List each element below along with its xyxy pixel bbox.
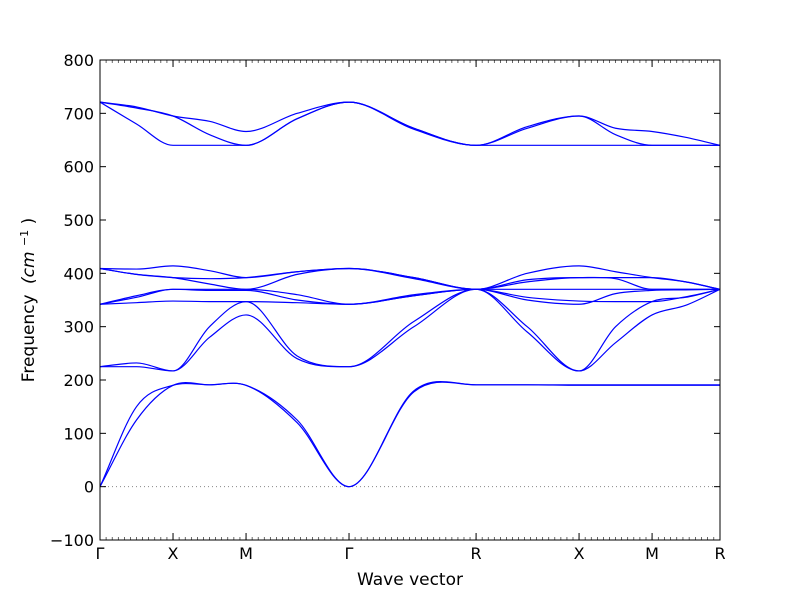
band-line-4 [99, 288, 721, 372]
x-tick-label: R [471, 544, 482, 563]
y-tick-label: −100 [50, 531, 94, 550]
plot-frame [99, 59, 721, 541]
tick-label-layer: −100 0 100 200 300 400 500 600 700 800 Γ X M Γ R X M R [50, 51, 726, 563]
band-line-8 [99, 267, 720, 290]
band-line-13 [99, 101, 721, 146]
x-tick-label: Γ [96, 544, 105, 563]
y-axis-label-unit-close: ) [19, 218, 39, 225]
x-tick-label: M [239, 544, 253, 563]
x-tick-label: R [714, 544, 725, 563]
y-tick-label: 800 [63, 51, 94, 70]
x-tick-label: M [645, 544, 659, 563]
y-tick-label: 0 [84, 478, 94, 497]
band-line-7 [99, 288, 720, 305]
y-tick-label: 100 [63, 424, 94, 443]
y-tick-label: 500 [63, 211, 94, 230]
y-tick-label: 300 [63, 318, 94, 337]
y-tick-label: 400 [63, 264, 94, 283]
band-line-2 [99, 380, 720, 488]
x-tick-label: Γ [345, 544, 354, 563]
y-axis-label: Frequency (cm −1 ) [13, 218, 39, 382]
y-axis-label-text: Frequency [19, 294, 39, 382]
series-layer [99, 101, 721, 488]
band-line-11 [99, 101, 720, 146]
band-line-1 [99, 381, 720, 488]
y-tick-label: 600 [63, 158, 94, 177]
y-tick-label: 700 [63, 104, 94, 123]
x-axis-label: Wave vector [357, 570, 463, 590]
x-tick-label: X [574, 544, 585, 563]
band-line-12 [99, 101, 720, 146]
tick-layer [99, 59, 721, 541]
x-tick-label: X [168, 544, 179, 563]
y-axis-label-unit-sup: −1 [18, 230, 31, 246]
band-line-10 [99, 267, 721, 290]
y-axis-label-unit: (cm [19, 251, 39, 284]
band-line-3 [100, 288, 721, 372]
y-tick-label: 200 [63, 371, 94, 390]
